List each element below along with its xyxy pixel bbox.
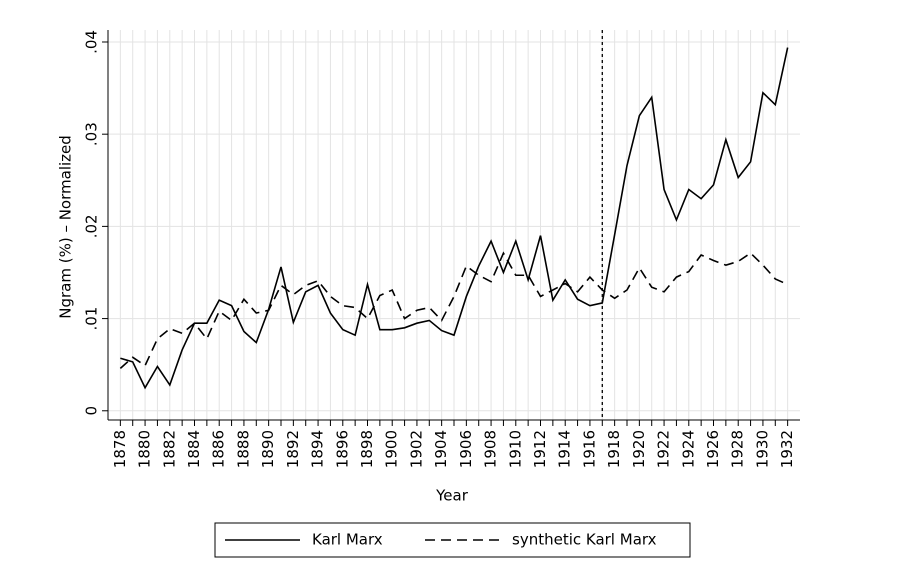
- series-line: [120, 47, 789, 390]
- x-tick-label: 1898: [358, 430, 376, 468]
- x-tick-label: 1906: [457, 430, 475, 468]
- x-tick-label: 1914: [556, 430, 574, 468]
- x-tick-label: 1892: [284, 430, 302, 468]
- legend-label: synthetic Karl Marx: [512, 531, 657, 549]
- x-tick-label: 1912: [531, 430, 549, 468]
- legend-box: [214, 522, 691, 558]
- series-line: [119, 251, 788, 369]
- x-tick-label: 1920: [630, 430, 648, 468]
- x-axis-label: Year: [435, 487, 469, 505]
- y-tick-label: .03: [83, 122, 101, 146]
- x-tick-label: 1932: [778, 430, 796, 468]
- y-tick-label: 0: [83, 406, 101, 416]
- x-tick-label: 1916: [580, 430, 598, 468]
- x-tick-label: 1884: [185, 430, 203, 468]
- x-tick-label: 1928: [729, 430, 747, 468]
- x-tick-label: 1878: [111, 430, 129, 468]
- x-tick-label: 1882: [160, 430, 178, 468]
- y-axis-label: Ngram (%) – Normalized: [57, 135, 75, 319]
- x-tick-label: 1922: [655, 430, 673, 468]
- y-tick-label: .02: [83, 214, 101, 238]
- x-tick-label: 1890: [259, 430, 277, 468]
- x-tick-label: 1930: [753, 430, 771, 468]
- x-tick-label: 1880: [136, 430, 154, 468]
- x-tick-label: 1896: [333, 430, 351, 468]
- legend-label: Karl Marx: [312, 531, 383, 549]
- x-tick-label: 1908: [482, 430, 500, 468]
- x-tick-label: 1894: [309, 430, 327, 468]
- x-tick-label: 1886: [210, 430, 228, 468]
- x-tick-label: 1902: [407, 430, 425, 468]
- x-tick-label: 1904: [432, 430, 450, 468]
- x-tick-label: 1900: [383, 430, 401, 468]
- y-tick-label: .01: [83, 307, 101, 331]
- x-tick-label: 1918: [605, 430, 623, 468]
- x-tick-label: 1926: [704, 430, 722, 468]
- x-tick-label: 1924: [679, 430, 697, 468]
- x-tick-label: 1888: [234, 430, 252, 468]
- y-tick-label: .04: [83, 30, 101, 54]
- x-tick-label: 1910: [506, 430, 524, 468]
